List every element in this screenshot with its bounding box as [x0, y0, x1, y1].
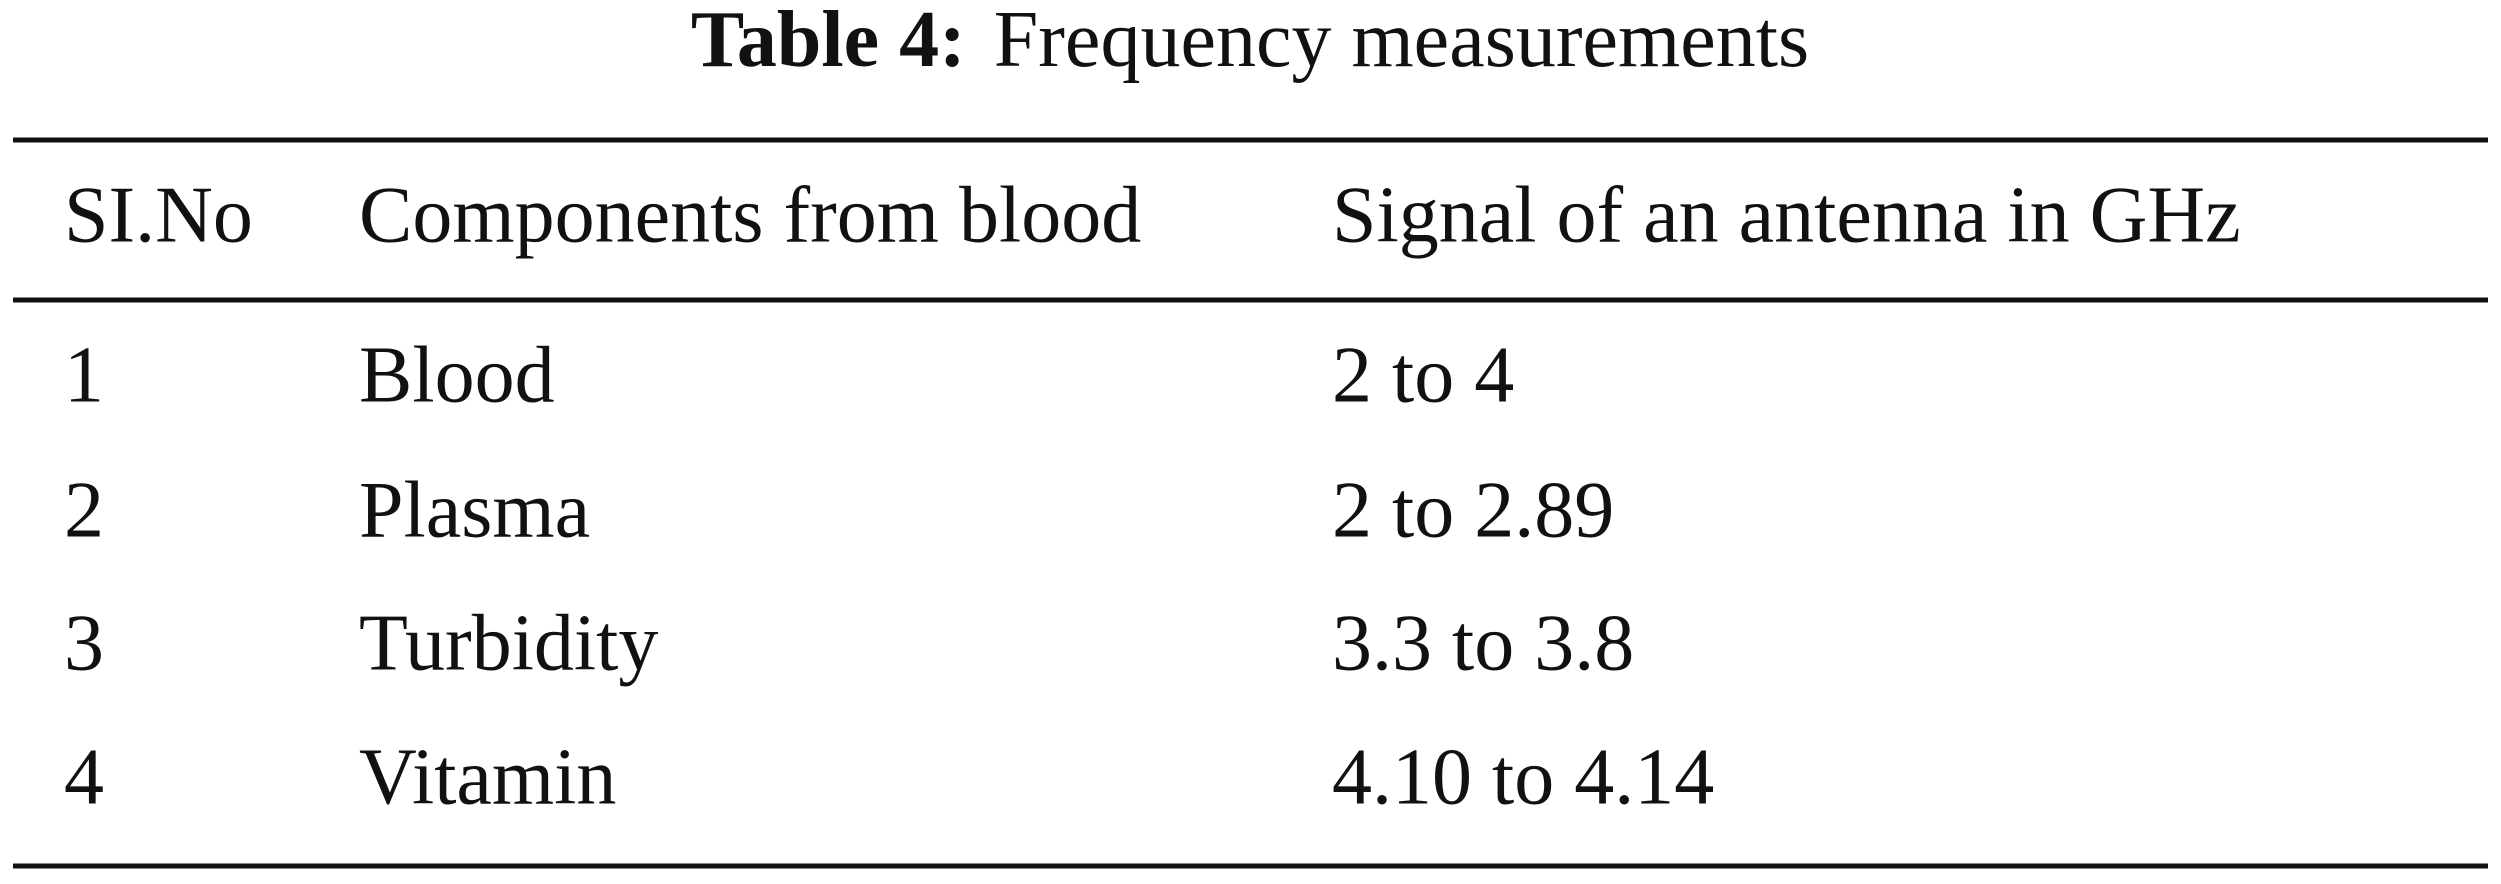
table-cell: Plasma [359, 466, 590, 554]
table-cell: Blood [359, 331, 555, 419]
table-cell: 1 [64, 331, 104, 419]
table-cell: 2 [64, 466, 104, 554]
caption: Table 4: Frequency measurements [691, 0, 1809, 84]
header-cell: Components from blood [359, 171, 1141, 259]
table-cell: Vitamin [359, 733, 616, 821]
caption-text: Frequency measurements [994, 0, 1809, 84]
table-body: SI.No Components from blood Signal of an a… [64, 171, 2241, 821]
table-cell: 4 [64, 733, 104, 821]
table-cell: Turbidity [359, 599, 658, 687]
header-cell: Signal of an antenna in GHz [1332, 171, 2241, 259]
table-cell: 4.10 to 4.14 [1332, 733, 1714, 821]
table-cell: 2 to 4 [1332, 331, 1514, 419]
header-cell: SI.No [64, 171, 253, 259]
table-cell: 3 [64, 599, 104, 687]
table-cell: 2 to 2.89 [1332, 466, 1614, 554]
caption-label: Table 4: [691, 0, 966, 84]
table-cell: 3.3 to 3.8 [1332, 599, 1634, 687]
